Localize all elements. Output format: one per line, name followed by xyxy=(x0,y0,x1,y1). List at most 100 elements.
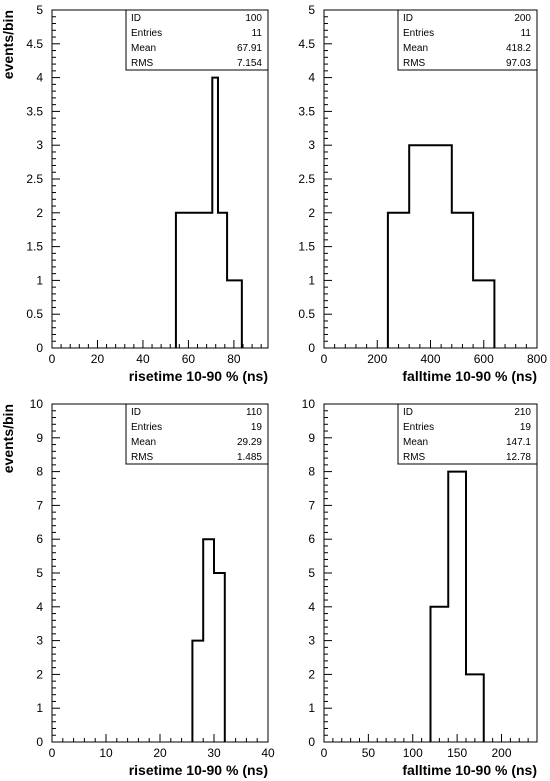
y-tick-label: 3 xyxy=(36,138,43,152)
histogram-outline xyxy=(429,470,485,742)
stats-value: 67.91 xyxy=(237,43,262,54)
stats-value: 19 xyxy=(520,422,532,433)
histogram-panel-2: 0 0.5 1 1.5 2 2.5 3 3.5 4 4.5 5 0 200 400 600 800 ID 200 E… xyxy=(298,3,547,384)
histogram-bin xyxy=(473,280,494,348)
y-tick-label: 2.5 xyxy=(26,172,43,186)
stats-label: Entries xyxy=(131,422,162,433)
stats-value: 1.485 xyxy=(237,452,262,463)
y-tick-label: 1.5 xyxy=(298,240,315,254)
x-axis-label: risetime 10-90 % (ns) xyxy=(129,368,268,384)
y-tick-label: 3 xyxy=(308,138,315,152)
histogram-outline xyxy=(386,144,496,348)
histogram-bin xyxy=(203,539,214,742)
stats-label: Entries xyxy=(403,422,434,433)
histogram-bin xyxy=(448,472,466,742)
y-tick-label: 6 xyxy=(36,532,43,546)
x-tick-label: 0 xyxy=(49,746,56,760)
stats-box: ID 100 Entries 11 Mean 67.91 RMS 7.154 xyxy=(125,9,269,71)
stats-box: ID 210 Entries 19 Mean 147.1 RMS 12.78 xyxy=(397,403,538,465)
y-tick-label: 10 xyxy=(302,397,316,411)
y-tick-label: 4 xyxy=(308,600,315,614)
x-tick-label: 20 xyxy=(91,352,105,366)
x-tick-label: 40 xyxy=(136,352,150,366)
y-tick-label: 2 xyxy=(36,667,43,681)
stats-label: RMS xyxy=(131,452,154,463)
stats-value: 418.2 xyxy=(506,43,531,54)
y-tick-label: 7 xyxy=(308,498,315,512)
y-tick-label: 0.5 xyxy=(298,307,315,321)
stats-value: 11 xyxy=(252,28,263,39)
y-tick-label: 4 xyxy=(36,600,43,614)
y-tick-label: 6 xyxy=(308,532,315,546)
stats-label: Mean xyxy=(403,437,428,448)
stats-box-frame xyxy=(397,403,538,465)
y-tick-label: 3.5 xyxy=(298,104,315,118)
y-tick-label: 0 xyxy=(308,341,315,355)
y-tick-label: 10 xyxy=(30,397,44,411)
y-tick-label: 9 xyxy=(36,431,43,445)
stats-value: 200 xyxy=(514,13,531,24)
histogram-bin xyxy=(227,280,242,348)
histogram-bin xyxy=(218,213,227,348)
y-tick-label: 1 xyxy=(308,273,315,287)
histogram-panel-1: 0 0.5 1 1.5 2 2.5 3 3.5 4 4.5 5 0 20 40 60 80 ID 100 Entri… xyxy=(0,3,269,384)
stats-box-frame xyxy=(125,9,269,71)
histogram-panel-3: 0 1 2 3 4 5 6 7 8 9 10 0 10 20 30 40 ID 110 Entries 19 Mean 2… xyxy=(0,397,275,778)
x-tick-label: 150 xyxy=(447,746,467,760)
y-axis-label: events/bin xyxy=(0,404,16,473)
y-tick-label: 3.5 xyxy=(26,104,43,118)
x-tick-label: 50 xyxy=(362,746,376,760)
stats-label: RMS xyxy=(403,58,426,69)
y-tick-label: 5 xyxy=(308,3,315,17)
stats-value: 97.03 xyxy=(506,58,531,69)
stats-label: Mean xyxy=(131,437,156,448)
stats-value: 110 xyxy=(246,407,262,418)
y-tick-label: 4.5 xyxy=(26,37,43,51)
x-tick-label: 800 xyxy=(527,352,547,366)
x-tick-label: 0 xyxy=(321,746,328,760)
y-tick-label: 3 xyxy=(36,634,43,648)
x-tick-label: 40 xyxy=(261,746,275,760)
y-tick-label: 7 xyxy=(36,498,43,512)
histogram-bin xyxy=(176,213,194,348)
stats-box: ID 200 Entries 11 Mean 418.2 RMS 97.03 xyxy=(397,9,538,71)
y-tick-label: 2.5 xyxy=(298,172,315,186)
y-tick-label: 1.5 xyxy=(26,240,43,254)
y-tick-label: 9 xyxy=(308,431,315,445)
y-tick-label: 0 xyxy=(36,341,43,355)
y-tick-label: 3 xyxy=(308,634,315,648)
stats-value: 29.29 xyxy=(237,437,262,448)
histogram-outline xyxy=(174,76,243,348)
x-tick-label: 200 xyxy=(491,746,511,760)
stats-value: 7.154 xyxy=(237,58,262,69)
histogram-bin xyxy=(409,145,452,348)
x-tick-label: 80 xyxy=(227,352,241,366)
x-tick-label: 0 xyxy=(49,352,56,366)
y-tick-label: 0.5 xyxy=(26,307,43,321)
stats-label: ID xyxy=(131,407,141,418)
histogram-bin xyxy=(388,213,409,348)
stats-label: Mean xyxy=(131,43,156,54)
y-tick-label: 8 xyxy=(308,465,315,479)
stats-value: 12.78 xyxy=(506,452,531,463)
y-tick-label: 2 xyxy=(36,206,43,220)
stats-label: RMS xyxy=(403,452,426,463)
y-tick-label: 5 xyxy=(308,566,315,580)
stats-label: ID xyxy=(131,13,141,24)
histogram-bin xyxy=(452,213,473,348)
y-tick-label: 2 xyxy=(308,206,315,220)
stats-label: ID xyxy=(403,407,413,418)
x-tick-label: 200 xyxy=(367,352,387,366)
histogram-bin xyxy=(431,607,449,742)
x-axis-label: falltime 10-90 % (ns) xyxy=(402,368,537,384)
x-axis-label: falltime 10-90 % (ns) xyxy=(402,762,537,778)
histogram-bin xyxy=(466,674,484,742)
y-tick-label: 1 xyxy=(36,701,43,715)
stats-label: Entries xyxy=(131,28,162,39)
x-axis-label: risetime 10-90 % (ns) xyxy=(129,762,268,778)
stats-label: Entries xyxy=(403,28,434,39)
y-tick-label: 1 xyxy=(308,701,315,715)
y-tick-label: 5 xyxy=(36,3,43,17)
